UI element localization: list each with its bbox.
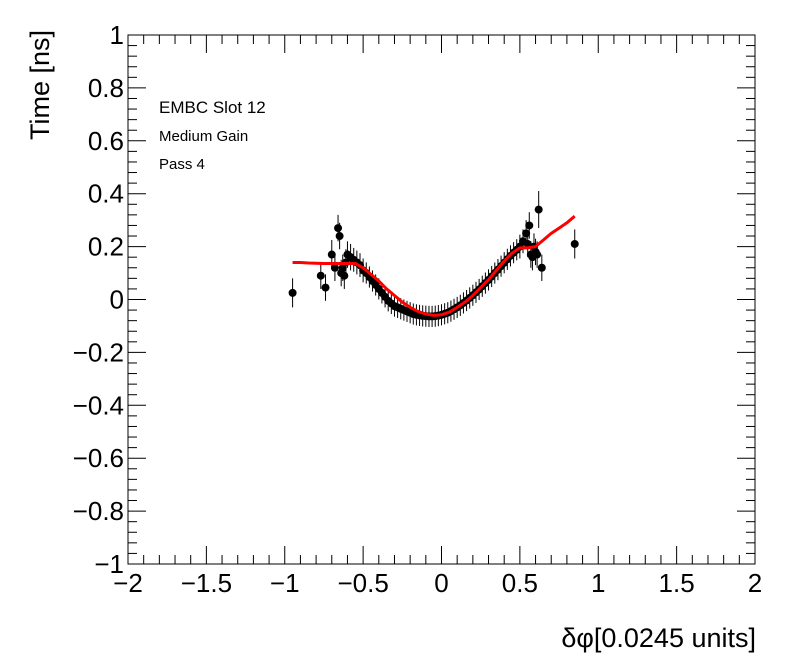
y-tick-label: 0.4 — [88, 179, 124, 209]
x-tick-label: −1.5 — [181, 568, 232, 598]
x-tick-label: −2 — [113, 568, 143, 598]
y-tick-label: −0.6 — [73, 443, 124, 473]
data-point — [537, 263, 546, 272]
x-tick-label: 0 — [434, 568, 448, 598]
y-tick-label: −1 — [94, 549, 124, 579]
annotation-pass: Pass 4 — [159, 156, 205, 173]
data-point — [288, 288, 297, 297]
data-point — [522, 229, 531, 238]
y-tick-label: 0.2 — [88, 232, 124, 262]
y-tick-label: 0 — [110, 285, 124, 315]
annotation-gain: Medium Gain — [159, 128, 248, 145]
y-tick-label: 0.8 — [88, 73, 124, 103]
data-point — [525, 221, 534, 230]
data-point — [335, 232, 344, 241]
data-point — [523, 239, 532, 248]
data-point — [334, 224, 343, 233]
data-point — [327, 250, 336, 259]
x-tick-label: 1.5 — [659, 568, 695, 598]
data-point — [330, 263, 339, 272]
fit-line — [292, 215, 576, 317]
x-tick-label: −1 — [270, 568, 300, 598]
axis-tick-labels: −2 −1.5 −1 −0.5 0 0.5 1 1.5 2 −1 −0.8 −0.6 −0.4 −0.2 0… — [73, 20, 763, 598]
x-tick-label: −0.5 — [337, 568, 388, 598]
fit-curve — [292, 215, 576, 317]
y-tick-label: 0.6 — [88, 126, 124, 156]
data-point — [570, 239, 579, 248]
y-tick-label: −0.2 — [73, 337, 124, 367]
data-point — [316, 271, 325, 280]
x-tick-label: 0.5 — [502, 568, 538, 598]
data-point — [534, 205, 543, 214]
data-point — [533, 250, 542, 259]
x-axis-title: δφ[0.0245 units] — [561, 623, 756, 653]
axis-ticks — [127, 34, 756, 565]
x-tick-label: 1 — [591, 568, 605, 598]
y-axis-title: Time [ns] — [25, 30, 55, 140]
data-point — [340, 271, 349, 280]
y-tick-label: −0.4 — [73, 390, 124, 420]
data-point — [321, 283, 330, 292]
y-tick-label: −0.8 — [73, 496, 124, 526]
annotation-detector: EMBC Slot 12 — [159, 98, 266, 117]
y-tick-label: 1 — [110, 20, 124, 50]
x-tick-label: 2 — [748, 568, 762, 598]
